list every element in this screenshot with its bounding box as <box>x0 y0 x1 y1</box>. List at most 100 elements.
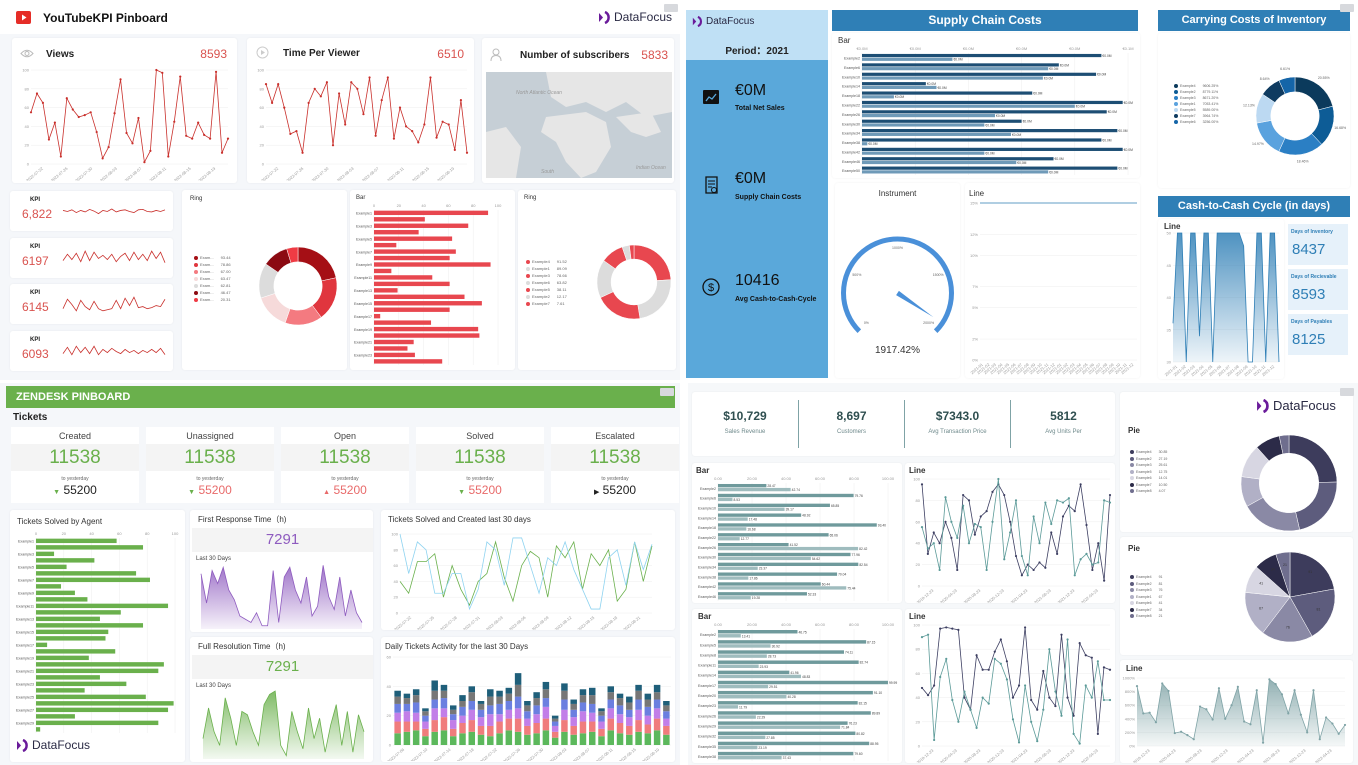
full-resolution-sub: Last 30 Days <box>196 683 232 689</box>
stack-segment <box>588 721 596 732</box>
kpi-label: KPI <box>30 244 41 250</box>
x-tick-label: 2022-04-23 <box>1314 747 1333 763</box>
ticket-value-box: 11538 <box>11 444 139 471</box>
stack-segment <box>542 681 550 690</box>
data-label: 71.84 <box>841 726 849 730</box>
x-tick-label: 2022-08-19 <box>641 746 660 761</box>
expand-button[interactable] <box>664 4 678 12</box>
legend-item[interactable]: Example6 41 <box>1130 600 1162 607</box>
slice <box>633 244 672 281</box>
legend-item[interactable]: Example5 38.11 <box>526 286 567 293</box>
data-point <box>1079 483 1082 486</box>
legend-item[interactable]: Example3 8671.20% <box>1174 95 1218 101</box>
expand-button[interactable] <box>660 388 674 396</box>
legend-item[interactable]: Exam... 46.47 <box>194 289 231 296</box>
ticket-value: 11538 <box>49 447 101 468</box>
stack-segment <box>487 736 494 745</box>
legend-item[interactable]: Example1 7053.41% <box>1174 101 1218 107</box>
legend-item[interactable]: Example6 63.82 <box>526 279 567 286</box>
x-tick-label: 2022-08-07 <box>124 165 143 181</box>
bar <box>374 242 397 248</box>
legend-item[interactable]: Example4 9606.25% <box>1174 83 1218 89</box>
subscribers-map[interactable]: North Atlantic Ocean South Indian Ocean <box>486 72 672 178</box>
data-point <box>1192 738 1195 741</box>
stack-segment <box>394 733 401 745</box>
kpi-card: KPI 6197 <box>10 238 173 278</box>
first-response-value: 7291 <box>265 531 300 548</box>
data-label: 19.28 <box>752 596 760 600</box>
legend-item[interactable]: Exam... 63.47 <box>194 275 231 282</box>
expand-button[interactable] <box>1340 4 1354 12</box>
legend-item[interactable]: Example5 12.75 <box>1130 469 1167 476</box>
map-label: North Atlantic Ocean <box>516 90 562 96</box>
data-point <box>1287 712 1290 715</box>
stack-segment <box>459 695 466 701</box>
data-point <box>447 123 450 126</box>
legend-value: 12.75 <box>1158 469 1168 474</box>
data-label: €0.0M <box>1102 138 1111 142</box>
kpi-sparkline <box>62 296 166 312</box>
legend-item[interactable]: Example7 7.61 <box>526 300 567 307</box>
legend-item[interactable]: Example8 21 <box>1130 613 1162 620</box>
legend-item[interactable]: Example8 4.07 <box>1130 488 1167 495</box>
legend-item[interactable]: Exam... 20.31 <box>194 296 231 303</box>
y-tick-label: 40 <box>916 695 921 700</box>
supply-bar-title: Bar <box>838 36 851 45</box>
stack-segment <box>644 715 652 725</box>
legend-item[interactable]: Example1 89.09 <box>526 265 567 272</box>
data-point <box>411 130 414 133</box>
data-point <box>1097 561 1100 564</box>
data-point <box>973 522 976 526</box>
legend-item[interactable]: Example4 91 <box>1130 574 1162 581</box>
legend-item[interactable]: Example2 81 <box>1130 581 1162 588</box>
data-point <box>362 113 365 116</box>
legend-item[interactable]: Example7 10.50 <box>1130 482 1167 489</box>
x-tick-label: 20.00 <box>747 476 758 481</box>
legend-item[interactable]: Exam... 93.44 <box>194 254 231 261</box>
data-point <box>979 515 982 518</box>
legend-item[interactable]: Example3 25.61 <box>1130 462 1167 469</box>
bar <box>862 110 1107 114</box>
data-point <box>1103 579 1106 582</box>
x-tick-label: 20.00 <box>747 622 758 627</box>
category-label: Example7 <box>18 579 34 583</box>
series-line-0 <box>62 250 166 263</box>
expand-button[interactable] <box>1340 388 1354 396</box>
legend-item[interactable]: Example7 34 <box>1130 607 1162 614</box>
legend-item[interactable]: Exam... 67.00 <box>194 268 231 275</box>
legend-item[interactable]: Example7 3964.74% <box>1174 113 1218 119</box>
data-point <box>143 161 146 164</box>
x-tick-label: 2022-08-11 <box>386 165 405 181</box>
legend-item[interactable]: Exam... 62.81 <box>194 282 231 289</box>
x-tick-label: 2022-08-18 <box>599 614 618 630</box>
kpi-value: 6093 <box>22 347 49 361</box>
data-point <box>1084 654 1087 657</box>
legend-item[interactable]: Example4 30.85 <box>1130 449 1167 456</box>
stack-segment <box>477 725 485 735</box>
ticket-delta-row: ▼ 55200 <box>416 483 544 497</box>
legend-item[interactable]: Example3 76 <box>1130 587 1162 594</box>
legend-item[interactable]: Example1 67 <box>1130 594 1162 601</box>
category-label: Example23 <box>698 704 716 708</box>
legend-item[interactable]: Exam... 78.86 <box>194 261 231 268</box>
legend-item[interactable]: Example5 5589.00% <box>1174 107 1218 113</box>
x-tick-label: 2022-08-11 <box>148 165 167 181</box>
data-point <box>1011 718 1015 721</box>
bar <box>718 513 802 517</box>
legend-item[interactable]: Example6 14.01 <box>1130 475 1167 482</box>
bar <box>36 642 48 648</box>
stack-segment <box>514 731 522 745</box>
legend-item[interactable]: Example2 27.19 <box>1130 456 1167 463</box>
legend-item[interactable]: Example3 78.66 <box>526 272 567 279</box>
cycle-stat-value: 8125 <box>1292 331 1326 348</box>
legend-item[interactable]: Example4 91.52 <box>526 258 567 265</box>
legend-swatch <box>194 297 198 302</box>
legend-item[interactable]: Example2 8779.11% <box>1174 89 1218 95</box>
stack-segment <box>570 699 577 704</box>
legend-item[interactable]: Example6 3256.00% <box>1174 119 1218 125</box>
legend-item[interactable]: Example2 12.17 <box>526 293 567 300</box>
stack-segment <box>598 715 605 722</box>
data-point <box>950 536 953 539</box>
stack-segment <box>505 709 513 719</box>
category-label: Example22 <box>698 536 716 540</box>
